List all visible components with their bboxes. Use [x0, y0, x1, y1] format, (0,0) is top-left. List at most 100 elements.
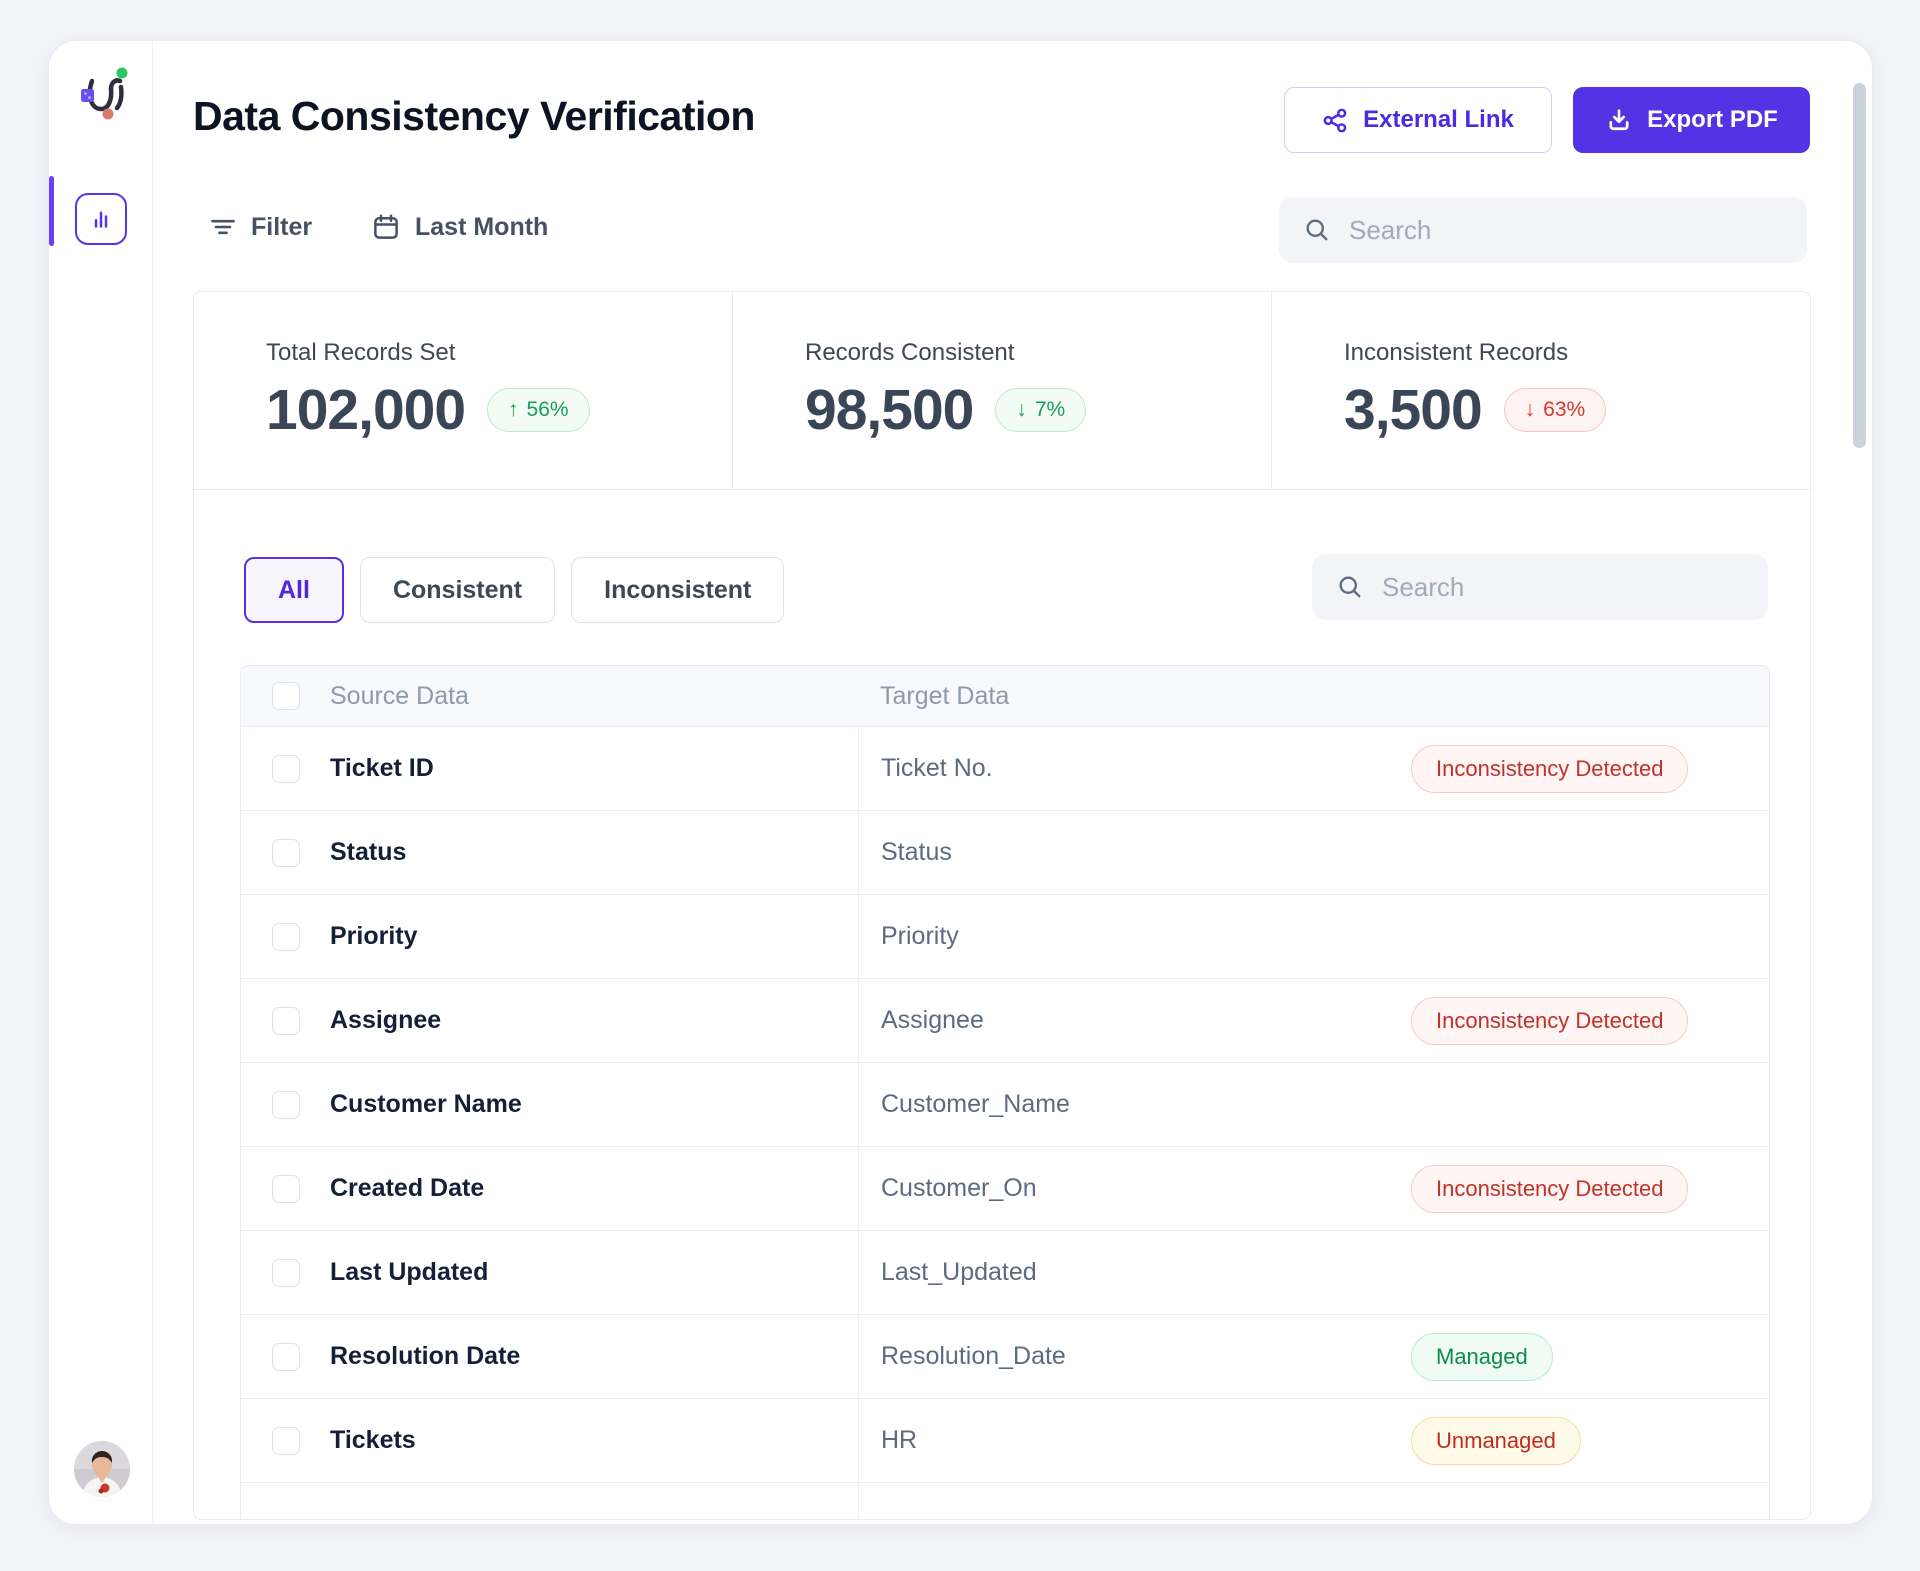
date-range-button[interactable]: Last Month — [371, 205, 548, 249]
filter-button[interactable]: Filter — [209, 205, 312, 249]
table-row: Customer Name Customer_Name — [241, 1062, 1769, 1146]
stat-delta-value: 56% — [526, 397, 569, 421]
target-data-text: Last_Updated — [881, 1258, 1037, 1286]
row-checkbox-cell — [241, 838, 330, 867]
external-link-button[interactable]: External Link — [1284, 87, 1552, 153]
row-checkbox-cell — [241, 922, 330, 951]
target-data-text: HR — [881, 1426, 918, 1454]
row-checkbox[interactable] — [271, 1174, 300, 1203]
target-data-cell: Assignee Inconsistency Detected — [858, 979, 1769, 1062]
table-row: Assignee Assignee Inconsistency Detected — [241, 978, 1769, 1062]
row-checkbox[interactable] — [271, 1342, 300, 1371]
sidebar — [49, 41, 153, 1524]
source-data-cell: Assignee — [330, 1006, 442, 1034]
column-header-source: Source Data — [330, 681, 469, 710]
calendar-icon — [374, 214, 398, 239]
stat-delta-badge: ↓ 63% — [1503, 387, 1607, 432]
stat-value-row: 98,500 ↓ 7% — [805, 377, 1271, 443]
row-checkbox[interactable] — [271, 1426, 300, 1455]
table-row: Created Date Customer_On Inconsistency Det… — [241, 1146, 1769, 1230]
stat-label: Inconsistent Records — [1344, 338, 1569, 366]
app-logo — [75, 63, 131, 123]
source-data-cell: Tickets — [330, 1426, 416, 1454]
row-checkbox[interactable] — [271, 922, 300, 951]
target-data-text: Priority — [881, 922, 959, 950]
status-badge: Unmanaged — [1411, 1416, 1581, 1465]
row-checkbox-cell — [241, 1426, 330, 1455]
bar-chart-icon — [94, 211, 108, 228]
source-data-cell: Status — [330, 838, 407, 866]
logo-icon — [81, 67, 128, 120]
row-checkbox-cell — [241, 1090, 330, 1119]
date-range-label: Last Month — [415, 212, 549, 241]
target-data-text: Assignee — [881, 1006, 984, 1034]
target-data-cell: HR Unmanaged — [858, 1399, 1769, 1482]
sidebar-item-dashboard[interactable] — [75, 193, 127, 245]
column-header-target: Target Data — [880, 681, 1010, 710]
tab-consistent[interactable]: Consistent — [359, 557, 556, 623]
stat-value-row: 3,500 ↓ 63% — [1344, 377, 1810, 443]
search-icon — [1339, 576, 1361, 598]
share-icon — [1323, 108, 1347, 132]
target-data-cell — [858, 1483, 1769, 1519]
download-icon — [1609, 109, 1629, 131]
target-data-text: Ticket No. — [881, 754, 993, 782]
row-checkbox[interactable] — [271, 1006, 300, 1035]
content-card: Total Records Set 102,000 ↑ 56% Records Cons… — [193, 291, 1811, 1520]
app-window: Data Consistency Verification External L… — [48, 40, 1873, 1525]
comparison-table: Source Data Target Data Ticket ID Ticket … — [240, 665, 1770, 1519]
row-checkbox[interactable] — [271, 838, 300, 867]
table-row: Status Status — [241, 810, 1769, 894]
page-title: Data Consistency Verification — [193, 93, 755, 139]
user-avatar[interactable] — [74, 1441, 130, 1497]
target-data-text: Customer_Name — [881, 1090, 1070, 1118]
stat-value: 3,500 — [1344, 377, 1483, 442]
sidebar-active-indicator — [49, 176, 54, 246]
table-row: Tickets HR Unmanaged — [241, 1398, 1769, 1482]
source-data-cell: Priority — [330, 922, 418, 950]
stat-value-row: 102,000 ↑ 56% — [266, 377, 732, 443]
stat-card: Inconsistent Records 3,500 ↓ 63% — [1271, 292, 1810, 489]
source-data-cell: Created Date — [330, 1174, 485, 1202]
table-search-input[interactable] — [1382, 571, 1744, 603]
row-checkbox-cell — [241, 1342, 330, 1371]
table-row: Priority Priority — [241, 894, 1769, 978]
select-all-checkbox[interactable] — [271, 682, 300, 710]
row-checkbox-cell — [241, 1258, 330, 1287]
target-data-text: Resolution_Date — [881, 1342, 1066, 1370]
stat-delta-badge: ↑ 56% — [487, 387, 590, 432]
header-search — [1279, 197, 1807, 263]
filter-label: Filter — [251, 212, 313, 241]
export-pdf-button[interactable]: Export PDF — [1573, 87, 1810, 153]
row-checkbox-cell — [241, 1006, 330, 1035]
tab-inconsistent[interactable]: Inconsistent — [571, 557, 785, 623]
export-pdf-label: Export PDF — [1647, 106, 1778, 133]
stat-delta-value: 63% — [1543, 397, 1586, 421]
target-data-cell: Last_Updated — [858, 1231, 1769, 1314]
stat-value: 98,500 — [805, 377, 974, 442]
target-data-text: Status — [881, 838, 952, 866]
row-checkbox[interactable] — [271, 1258, 300, 1287]
target-data-cell: Resolution_Date Managed — [858, 1315, 1769, 1398]
avatar-image — [74, 1441, 130, 1497]
table-row: Ticket ID Ticket No. Inconsistency Detecte… — [241, 726, 1769, 810]
stat-label: Total Records Set — [266, 338, 456, 366]
row-checkbox[interactable] — [271, 754, 300, 783]
stat-value: 102,000 — [266, 377, 466, 442]
external-link-label: External Link — [1363, 106, 1514, 133]
status-badge: Inconsistency Detected — [1411, 996, 1689, 1045]
target-data-cell: Customer_On Inconsistency Detected — [858, 1147, 1769, 1230]
stat-delta-value: 7% — [1034, 397, 1066, 421]
status-tabs: All Consistent Inconsistent — [244, 557, 785, 623]
table-row: Last Updated Last_Updated — [241, 1230, 1769, 1314]
source-data-cell: Last Updated — [330, 1258, 489, 1286]
arrow-up-icon: ↑ — [508, 397, 519, 421]
row-checkbox[interactable] — [271, 1090, 300, 1119]
tab-all[interactable]: All — [244, 557, 344, 623]
table-row: Resolution Date Resolution_Date Managed — [241, 1314, 1769, 1398]
vertical-scrollbar-thumb[interactable] — [1853, 83, 1866, 448]
header-checkbox-cell — [241, 682, 330, 710]
arrow-down-icon: ↓ — [1016, 397, 1027, 421]
table-search — [1312, 554, 1768, 620]
header-search-input[interactable] — [1349, 214, 1783, 246]
